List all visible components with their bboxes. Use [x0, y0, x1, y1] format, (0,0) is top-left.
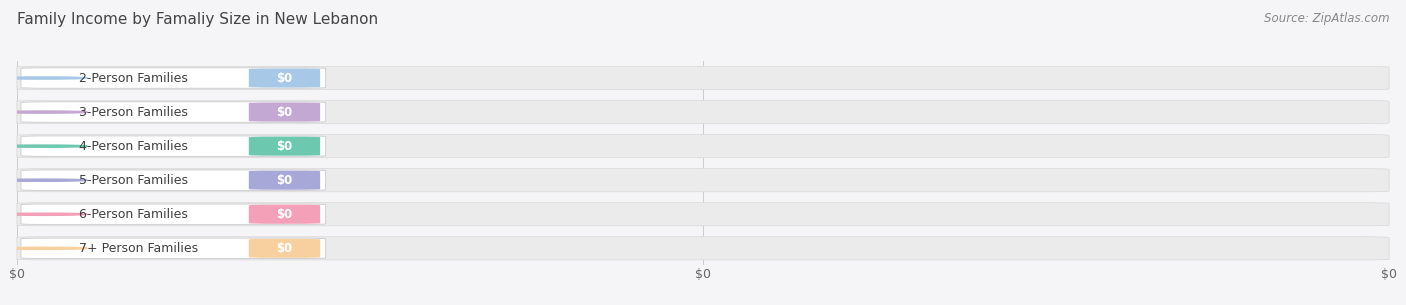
FancyBboxPatch shape [17, 237, 1389, 260]
FancyBboxPatch shape [21, 102, 326, 122]
FancyBboxPatch shape [21, 136, 326, 156]
Circle shape [0, 179, 87, 181]
Text: $0: $0 [277, 174, 292, 187]
FancyBboxPatch shape [249, 102, 321, 122]
FancyBboxPatch shape [249, 205, 321, 224]
Text: 5-Person Families: 5-Person Families [79, 174, 187, 187]
FancyBboxPatch shape [249, 69, 321, 88]
Circle shape [0, 213, 87, 215]
Text: 2-Person Families: 2-Person Families [79, 72, 187, 84]
Text: $0: $0 [277, 72, 292, 84]
FancyBboxPatch shape [17, 203, 1389, 226]
FancyBboxPatch shape [17, 135, 1389, 158]
FancyBboxPatch shape [249, 239, 321, 258]
Circle shape [0, 111, 87, 113]
Text: $0: $0 [277, 140, 292, 152]
Circle shape [0, 145, 87, 147]
Text: 6-Person Families: 6-Person Families [79, 208, 187, 221]
Text: 3-Person Families: 3-Person Families [79, 106, 187, 119]
FancyBboxPatch shape [249, 171, 321, 190]
FancyBboxPatch shape [17, 101, 1389, 124]
FancyBboxPatch shape [249, 137, 321, 156]
FancyBboxPatch shape [21, 68, 326, 88]
Text: $0: $0 [277, 208, 292, 221]
Text: 4-Person Families: 4-Person Families [79, 140, 187, 152]
Text: $0: $0 [277, 242, 292, 255]
FancyBboxPatch shape [21, 204, 326, 224]
FancyBboxPatch shape [17, 169, 1389, 192]
Text: 7+ Person Families: 7+ Person Families [79, 242, 198, 255]
Circle shape [0, 77, 87, 79]
Circle shape [0, 247, 87, 249]
Text: $0: $0 [277, 106, 292, 119]
Text: Family Income by Famaliy Size in New Lebanon: Family Income by Famaliy Size in New Leb… [17, 12, 378, 27]
FancyBboxPatch shape [17, 66, 1389, 90]
Text: Source: ZipAtlas.com: Source: ZipAtlas.com [1264, 12, 1389, 25]
FancyBboxPatch shape [21, 170, 326, 190]
FancyBboxPatch shape [21, 238, 326, 259]
